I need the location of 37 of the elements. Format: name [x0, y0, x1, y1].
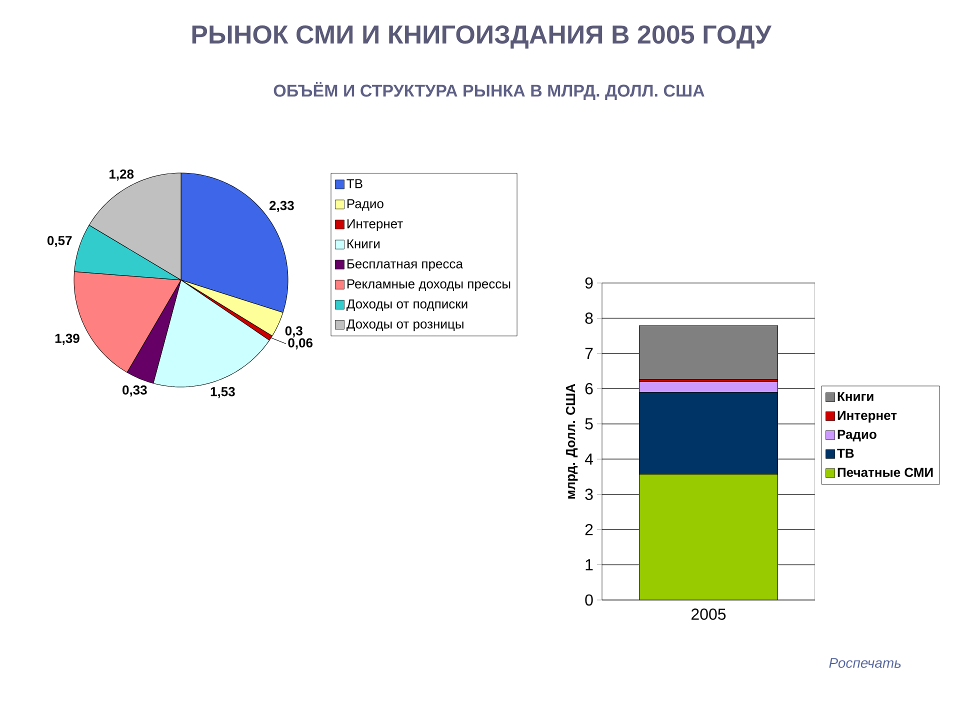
y-tick-label: 9 — [585, 277, 593, 289]
legend-label: Доходы от розницы — [346, 320, 464, 332]
y-tick-label: 4 — [584, 454, 593, 465]
data-label: 0,06 — [288, 338, 313, 350]
text: Роспечать — [829, 658, 901, 668]
legend-label: Доходы от подписки — [346, 299, 468, 311]
legend-label: Книги — [347, 239, 380, 248]
y-tick-label: 7 — [585, 348, 593, 359]
legend-label: Печатные СМИ — [838, 468, 933, 477]
y-tick-label: 2 — [585, 524, 593, 536]
y-tick-label: 6 — [585, 383, 593, 394]
y-tick-label: 5 — [585, 418, 593, 430]
legend-label: Радио — [838, 430, 876, 442]
bar — [639, 325, 778, 380]
chart-title: РЫНОК СМИ И КНИГОИЗДАНИЯ В 2005 ГОДУ — [192, 25, 772, 49]
x-tick-label: 2005 — [692, 608, 726, 620]
y-tick-label: 0 — [585, 594, 593, 606]
y-tick-label: 3 — [585, 488, 593, 500]
data-label: 0,57 — [47, 236, 72, 248]
legend-label: Бесплатная пресса — [347, 259, 463, 272]
data-label: 1,39 — [55, 334, 80, 345]
y-tick-label: 1 — [586, 559, 593, 570]
legend-label: Рекламные доходы прессы — [347, 279, 510, 292]
chart-subtitle: ОБЪЁМ И СТРУКТУРА РЫНКА В МЛРД. ДОЛЛ. США — [274, 82, 704, 100]
data-label: 1,53 — [210, 387, 235, 398]
legend-label: ТВ — [346, 179, 362, 188]
y-tick-label: 8 — [585, 312, 593, 324]
y-axis-title: млрд. Долл. США — [566, 384, 578, 499]
legend-label: Интернет — [347, 219, 403, 231]
data-label: 0,3 — [285, 326, 302, 338]
legend-label: Интернет — [838, 410, 897, 423]
data-label: 1,28 — [110, 169, 134, 181]
legend-label: Книги — [838, 392, 874, 401]
data-label: 2,33 — [269, 200, 294, 212]
legend-label: Радио — [347, 199, 384, 211]
data-label: 0,33 — [122, 385, 147, 396]
legend-label: ТВ — [837, 448, 854, 458]
